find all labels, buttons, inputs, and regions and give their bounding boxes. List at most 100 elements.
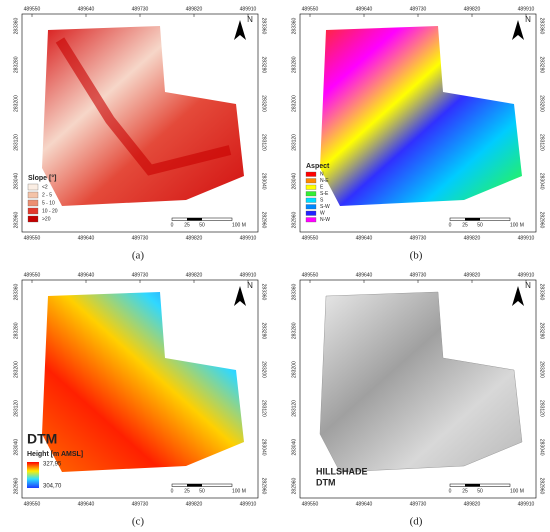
legend-label: 10 - 20 <box>42 208 58 214</box>
panel: 489550 489550 489640 489640 489730 489730 4898… <box>13 6 266 261</box>
y-coordinate-label: 282960 <box>261 212 267 229</box>
y-coordinate-label: 282960 <box>539 212 545 229</box>
scale-label: 25 <box>462 488 468 494</box>
y-coordinate-label: 283280 <box>13 56 19 73</box>
legend-swatch <box>305 191 317 197</box>
x-coordinate-label: 489550 <box>302 6 319 12</box>
y-coordinate-label: 283280 <box>261 322 267 339</box>
x-coordinate-label: 489910 <box>240 235 257 241</box>
legend-swatch <box>305 178 317 184</box>
y-coordinate-label: 283200 <box>539 361 545 378</box>
legend-swatch <box>305 204 317 210</box>
scale-bar-fill <box>465 218 480 221</box>
x-coordinate-label: 489640 <box>78 272 95 278</box>
y-coordinate-label: 283360 <box>291 283 297 300</box>
x-coordinate-label: 489820 <box>464 235 481 241</box>
y-coordinate-label: 283360 <box>13 17 19 34</box>
legend-swatch <box>305 171 317 177</box>
x-coordinate-label: 489910 <box>240 501 257 507</box>
x-coordinate-label: 489550 <box>302 272 319 278</box>
y-coordinate-label: 283040 <box>261 439 267 456</box>
legend-label: S-W <box>320 204 330 210</box>
x-coordinate-label: 489820 <box>464 272 481 278</box>
north-arrow <box>234 286 246 306</box>
legend-title: Aspect <box>306 163 330 170</box>
x-coordinate-label: 489640 <box>78 501 95 507</box>
y-coordinate-label: 283200 <box>291 361 297 378</box>
x-coordinate-label: 489730 <box>410 235 427 241</box>
y-coordinate-label: 283040 <box>13 439 19 456</box>
legend-subtitle: DTM <box>316 477 336 487</box>
legend-swatch <box>305 184 317 190</box>
legend-label: E <box>320 185 324 191</box>
y-coordinate-label: 283360 <box>13 283 19 300</box>
scale-label: 50 <box>199 222 205 228</box>
legend-label: S-E <box>320 191 329 197</box>
legend-swatch <box>27 191 39 199</box>
map-area <box>319 291 523 473</box>
y-coordinate-label: 283200 <box>261 361 267 378</box>
x-coordinate-label: 489730 <box>132 6 149 12</box>
y-coordinate-label: 282960 <box>291 477 297 494</box>
legend-label: N-E <box>320 178 329 184</box>
legend-max: 327,95 <box>43 462 62 468</box>
x-coordinate-label: 489550 <box>24 6 41 12</box>
north-label: N <box>525 15 531 24</box>
y-coordinate-label: 283040 <box>13 173 19 190</box>
panel: 489550 489550 489640 489640 489730 489730 4898… <box>13 272 266 527</box>
y-coordinate-label: 282960 <box>13 211 19 228</box>
legend-label: 5 - 10 <box>42 200 55 206</box>
y-coordinate-label: 283280 <box>291 56 297 73</box>
x-coordinate-label: 489550 <box>24 272 41 278</box>
legend-label: W <box>320 211 325 217</box>
x-coordinate-label: 489820 <box>186 501 203 507</box>
north-label: N <box>247 281 253 290</box>
scale-label: 50 <box>477 488 483 494</box>
y-coordinate-label: 283280 <box>291 322 297 339</box>
y-coordinate-label: 283120 <box>261 134 267 151</box>
scale-label: 0 <box>171 488 174 494</box>
legend-swatch <box>305 217 317 223</box>
y-coordinate-label: 283360 <box>539 18 545 35</box>
y-coordinate-label: 283040 <box>291 173 297 190</box>
x-coordinate-label: 489820 <box>464 501 481 507</box>
y-coordinate-label: 283120 <box>13 400 19 417</box>
scale-label: 50 <box>477 222 483 228</box>
x-coordinate-label: 489640 <box>356 6 373 12</box>
legend-label: N-W <box>320 217 330 223</box>
x-coordinate-label: 489550 <box>302 501 319 507</box>
scale-label: 0 <box>449 222 452 228</box>
legend-swatch <box>305 210 317 216</box>
y-coordinate-label: 283120 <box>291 400 297 417</box>
legend-title: Slope [°] <box>28 174 56 182</box>
legend-swatch <box>27 207 39 215</box>
x-coordinate-label: 489820 <box>186 272 203 278</box>
x-coordinate-label: 489550 <box>302 235 319 241</box>
x-coordinate-label: 489550 <box>24 235 41 241</box>
legend-subtitle: Height [m AMSL] <box>27 451 83 458</box>
scale-label: 25 <box>184 488 190 494</box>
x-coordinate-label: 489730 <box>410 501 427 507</box>
y-coordinate-label: 283200 <box>13 95 19 112</box>
y-coordinate-label: 283120 <box>539 134 545 151</box>
north-label: N <box>247 15 253 24</box>
y-coordinate-label: 282960 <box>13 477 19 494</box>
scale-label: 0 <box>449 488 452 494</box>
legend-title: HILLSHADE <box>316 466 368 476</box>
scale-bar-fill <box>465 484 480 487</box>
y-coordinate-label: 283200 <box>13 361 19 378</box>
y-coordinate-label: 282960 <box>291 211 297 228</box>
legend-swatch <box>305 197 317 203</box>
x-coordinate-label: 489820 <box>186 235 203 241</box>
y-coordinate-label: 283120 <box>13 134 19 151</box>
x-coordinate-label: 489820 <box>186 6 203 12</box>
y-coordinate-label: 283120 <box>261 400 267 417</box>
scale-label: 25 <box>184 222 190 228</box>
map-area <box>42 292 244 472</box>
legend-swatch <box>27 183 39 191</box>
x-coordinate-label: 489910 <box>518 235 535 241</box>
ridge <box>55 37 232 176</box>
y-coordinate-label: 282960 <box>261 478 267 495</box>
y-coordinate-label: 283280 <box>539 56 545 73</box>
